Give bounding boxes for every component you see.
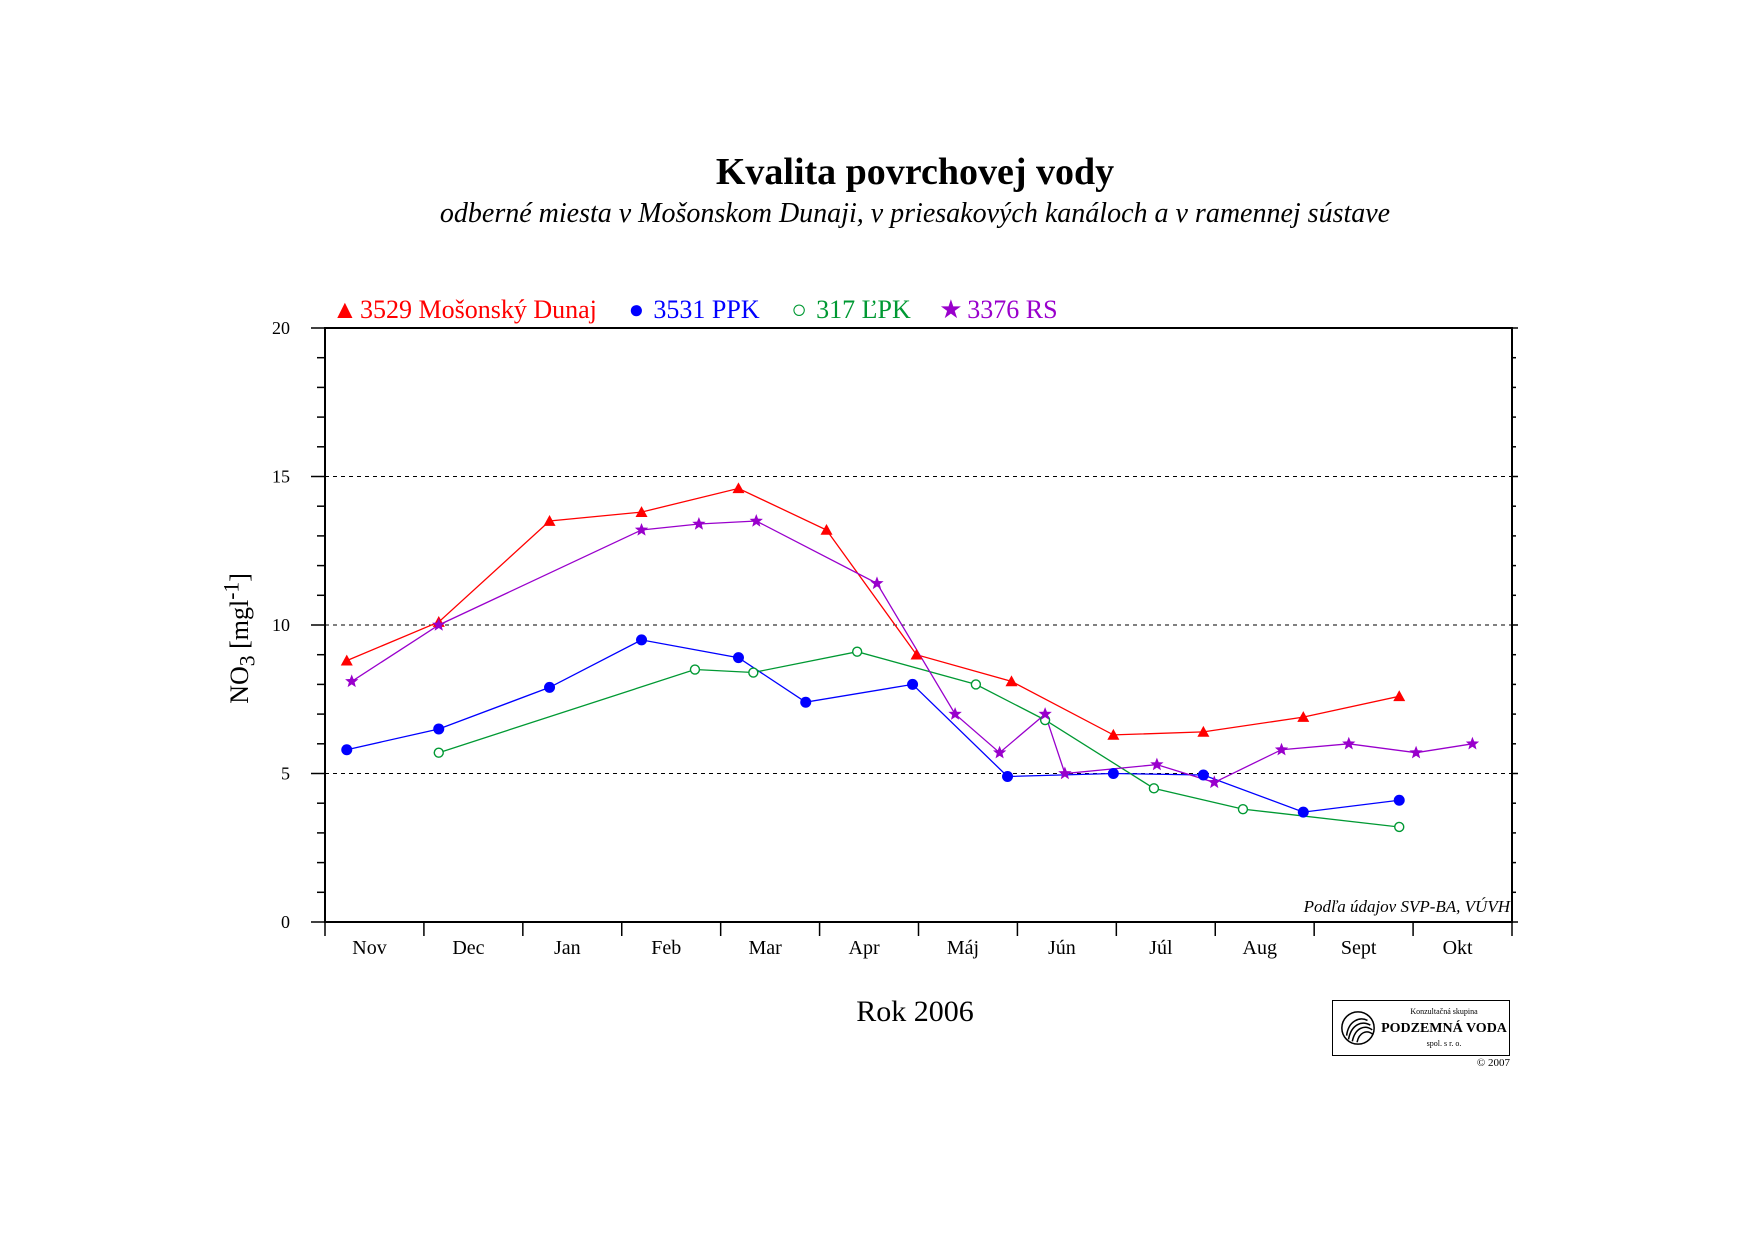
data-point [433, 747, 444, 758]
data-point [748, 667, 759, 678]
data-point [1150, 757, 1164, 771]
logo-line-2: PODZEMNÁ VODA [1381, 1021, 1507, 1036]
data-point [1237, 803, 1249, 815]
dot-icon: ● [628, 295, 645, 324]
data-point [1394, 821, 1405, 833]
x-tick-label: Máj [947, 937, 979, 959]
logo-line-3: spol. s r. o. [1426, 1039, 1462, 1048]
series-line [346, 487, 1400, 736]
company-logo: Konzultačná skupina PODZEMNÁ VODA spol. … [1332, 1000, 1510, 1056]
data-point [1148, 783, 1160, 794]
x-tick-label: Jan [554, 937, 581, 959]
logo-line-1: Konzultačná skupina [1410, 1007, 1478, 1016]
data-point [749, 514, 763, 527]
x-tick-label: Nov [352, 937, 386, 959]
x-tick-label: Feb [651, 937, 681, 959]
data-point [1297, 806, 1309, 818]
x-tick-label: Júl [1149, 937, 1173, 959]
series-line [351, 520, 1473, 784]
legend-item-3: ○ 317 ĽPK [788, 295, 911, 325]
logo-mark-icon [1341, 1011, 1375, 1045]
chart-legend: ▲3529 Mošonský Dunaj ● 3531 PPK ○ 317 ĽPK … [332, 295, 1080, 325]
data-point [993, 745, 1007, 759]
legend-label: 3531 PPK [653, 295, 760, 324]
y-tick-label: 15 [272, 467, 290, 487]
data-point [1207, 775, 1221, 789]
copyright: © 2007 [1476, 1057, 1510, 1069]
data-point [689, 664, 701, 675]
page-title: Kvalita povrchovej vody [715, 151, 1115, 193]
data-point [800, 696, 812, 708]
data-point [1107, 768, 1119, 779]
data-point [910, 648, 923, 660]
data-point [340, 654, 353, 666]
data-point [634, 523, 649, 536]
series-1 [346, 487, 1400, 736]
y-tick-label: 0 [281, 912, 290, 932]
data-point [732, 482, 745, 494]
series-2 [346, 639, 1400, 813]
series-line [346, 639, 1400, 813]
data-point [341, 744, 353, 756]
data-point [543, 515, 556, 526]
data-point [636, 634, 648, 646]
data-point [1038, 707, 1052, 720]
legend-label: 3376 RS [967, 295, 1058, 324]
data-point [1197, 725, 1210, 737]
x-tick-label: Okt [1443, 937, 1473, 959]
y-axis-label: NO3 [mgl-1] [219, 573, 260, 704]
legend-label: 3529 Mošonský Dunaj [360, 295, 597, 324]
legend-item-1: ▲3529 Mošonský Dunaj [332, 295, 597, 325]
data-point [1465, 736, 1480, 750]
ring-icon: ○ [791, 295, 807, 324]
triangle-icon: ▲ [332, 295, 358, 324]
x-tick-label: Dec [452, 937, 484, 959]
data-point [970, 679, 982, 690]
legend-item-2: ● 3531 PPK [625, 295, 760, 325]
data-point [1058, 766, 1072, 780]
series-line [438, 651, 1400, 828]
x-tick-label: Aug [1243, 937, 1277, 959]
legend-item-4: ★ 3376 RS [939, 295, 1057, 325]
x-tick-label: Jún [1048, 937, 1076, 959]
data-point [635, 506, 648, 517]
data-point [732, 652, 744, 664]
data-point [432, 618, 446, 631]
data-point [1393, 690, 1406, 702]
x-tick-label: Sept [1341, 937, 1377, 959]
data-point [1107, 728, 1120, 740]
legend-label: 317 ĽPK [816, 295, 911, 324]
page-subtitle: odberné miesta v Mošonskom Dunaji, v pri… [439, 198, 1391, 229]
data-point [1409, 745, 1423, 759]
data-point [1393, 794, 1405, 806]
data-point [692, 517, 706, 530]
x-axis-label: Rok 2006 [856, 995, 974, 1028]
data-point [1274, 742, 1289, 756]
y-tick-label: 20 [272, 318, 290, 338]
series-4 [351, 520, 1473, 784]
x-tick-label: Mar [749, 937, 783, 959]
y-tick-label: 10 [272, 615, 290, 635]
x-tick-label: Apr [849, 937, 880, 959]
data-point [1197, 769, 1209, 781]
y-tick-label: 5 [281, 764, 290, 784]
data-point [870, 576, 884, 590]
data-point [544, 681, 556, 693]
data-point [1342, 736, 1356, 750]
source-note: Podľa údajov SVP-BA, VÚVH [1303, 897, 1510, 916]
star-icon: ★ [939, 295, 963, 324]
series-3 [438, 651, 1400, 828]
data-point [1005, 675, 1018, 687]
data-point [1297, 711, 1310, 722]
data-point [1002, 770, 1014, 782]
data-point [907, 678, 919, 690]
data-point [820, 523, 833, 535]
data-point [948, 707, 962, 720]
data-point [433, 723, 445, 735]
data-point [851, 646, 863, 657]
data-point [345, 674, 359, 688]
